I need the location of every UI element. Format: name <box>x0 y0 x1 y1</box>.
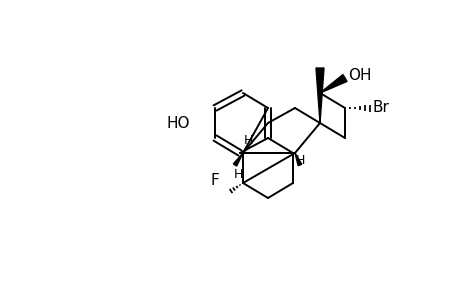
Text: F: F <box>210 173 219 188</box>
Polygon shape <box>294 153 301 166</box>
Text: H: H <box>243 134 252 146</box>
Polygon shape <box>319 75 346 93</box>
Text: H: H <box>233 169 242 182</box>
Text: Br: Br <box>372 100 389 116</box>
Text: H: H <box>295 154 304 166</box>
Text: HO: HO <box>166 116 190 130</box>
Polygon shape <box>315 68 323 123</box>
Text: OH: OH <box>347 68 371 82</box>
Polygon shape <box>233 153 242 166</box>
